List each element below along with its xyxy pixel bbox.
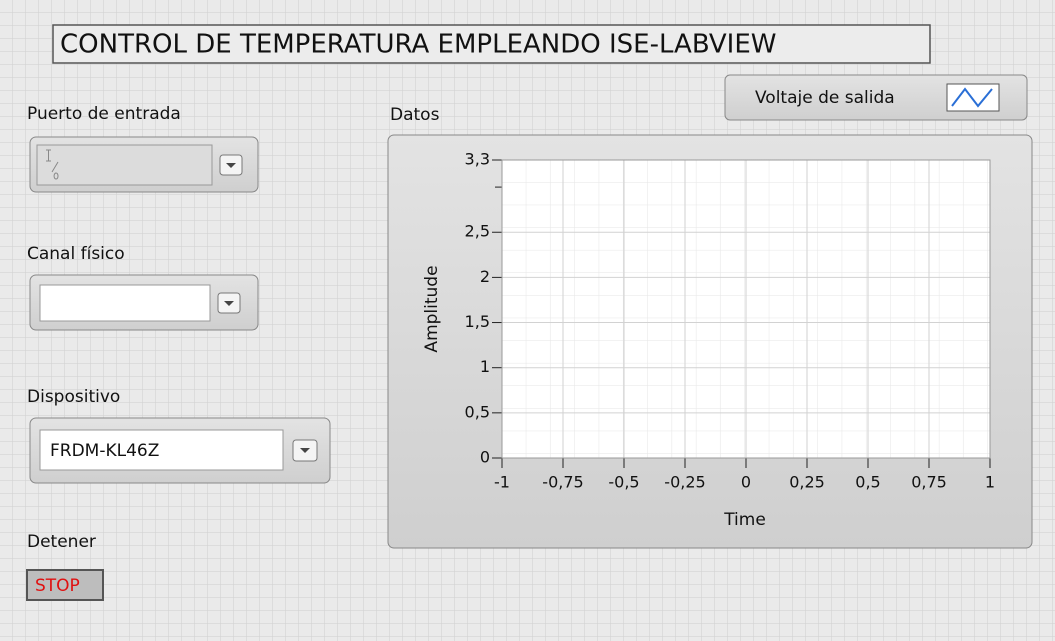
- x-tick-label: 0,25: [789, 473, 825, 492]
- y-axis-title: Amplitude: [422, 265, 442, 352]
- text-field: [37, 145, 212, 185]
- text-field: [40, 285, 210, 321]
- x-tick-label: 0,5: [855, 473, 880, 492]
- x-tick-label: -1: [494, 473, 510, 492]
- x-tick-label: -0,5: [608, 473, 639, 492]
- x-tick-label: -0,75: [542, 473, 583, 492]
- y-tick-label: 3,3: [465, 150, 490, 169]
- control-label: Puerto de entrada: [27, 104, 181, 124]
- control-value: FRDM-KL46Z: [50, 441, 159, 461]
- control-label: Canal físico: [27, 244, 125, 264]
- x-tick-label: 0,75: [911, 473, 947, 492]
- y-tick-label: 2,5: [465, 222, 490, 241]
- x-tick-label: 1: [985, 473, 995, 492]
- x-tick-label: -0,25: [664, 473, 705, 492]
- x-axis-title: Time: [723, 510, 766, 530]
- title: CONTROL DE TEMPERATURA EMPLEANDO ISE-LAB…: [60, 30, 776, 60]
- control-label: Dispositivo: [27, 387, 120, 407]
- x-tick-label: 0: [741, 473, 751, 492]
- stop-text: STOP: [35, 576, 80, 596]
- stop-label: Detener: [27, 532, 96, 552]
- graph-label: Datos: [390, 105, 440, 125]
- y-tick-label: 1: [480, 357, 490, 376]
- legend-swatch: [947, 84, 999, 111]
- front-panel: CONTROL DE TEMPERATURA EMPLEANDO ISE-LAB…: [0, 0, 1055, 641]
- y-tick-label: 2: [480, 267, 490, 286]
- legend-label: Voltaje de salida: [755, 88, 895, 108]
- y-tick-label: 0,5: [465, 402, 490, 421]
- y-tick-label: 1,5: [465, 312, 490, 331]
- y-tick-label: 0: [480, 448, 490, 467]
